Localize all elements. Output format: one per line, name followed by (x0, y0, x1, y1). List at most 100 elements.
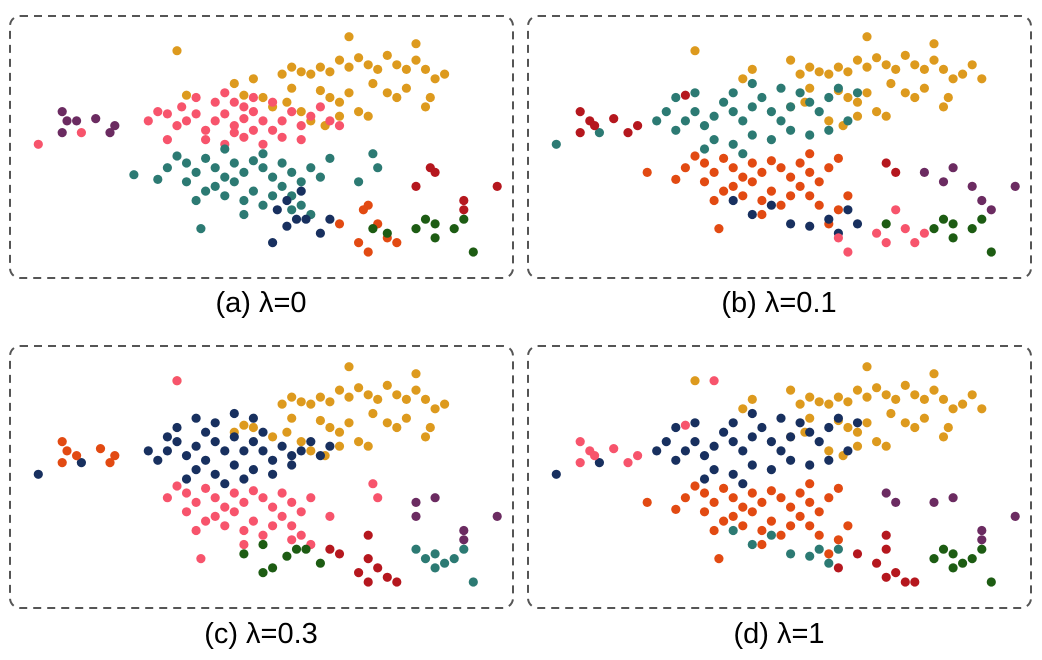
panel-b-frame (527, 15, 1032, 279)
panel-c: (c) λ=0.3 (9, 345, 514, 650)
point-c-purple-2 (430, 493, 440, 503)
point-b-red-0 (575, 107, 585, 117)
point-a-teal-20 (220, 191, 230, 201)
point-c-coral-14 (287, 497, 297, 507)
point-d-navy-25 (766, 465, 777, 475)
panel-d-caption: (d) λ=1 (733, 618, 824, 650)
point-d-green-7 (958, 558, 968, 568)
point-d-navy-20 (824, 422, 834, 433)
point-c-navy-28 (172, 422, 182, 433)
point-c-gold-26 (315, 415, 325, 426)
point-d-gold-40 (943, 422, 953, 433)
point-b-red-8 (881, 158, 891, 168)
point-c-teal-1 (420, 554, 431, 564)
point-d-gold-16 (910, 390, 920, 400)
point-a-navy-0 (268, 238, 278, 248)
point-a-coral-19 (315, 102, 325, 112)
point-d-gold-17 (919, 394, 930, 404)
point-b-orange-19 (738, 191, 748, 201)
point-c-gold-23 (382, 418, 392, 428)
point-c-gold-40 (296, 437, 306, 447)
point-b-red-5 (623, 128, 633, 138)
point-c-gold-37 (363, 441, 373, 451)
point-c-gold-6 (315, 392, 325, 402)
point-c-coral-2 (172, 481, 182, 491)
point-a-gold-8 (325, 67, 335, 77)
point-b-purple-1 (938, 177, 949, 187)
point-b-orange-4 (699, 158, 710, 168)
point-d-green-6 (986, 577, 996, 587)
point-c-green-7 (258, 568, 268, 578)
point-d-orange-30 (699, 507, 710, 517)
point-b-orange-3 (690, 151, 700, 161)
point-c-gold-36 (354, 437, 364, 447)
point-b-purple-5 (1010, 181, 1020, 191)
point-c-teal-0 (411, 544, 421, 554)
point-a-teal-22 (239, 195, 249, 206)
point-c-navy-34 (220, 479, 230, 489)
point-d-navy-37 (852, 418, 863, 428)
point-c-gold-7 (325, 397, 335, 407)
panel-a-caption: (a) λ=0 (215, 287, 306, 319)
point-b-gold-0 (690, 46, 700, 56)
point-d-orange-28 (709, 525, 719, 536)
point-d-navy-35 (699, 474, 710, 484)
point-b-green-4 (948, 233, 958, 243)
point-b-gold-13 (881, 60, 891, 70)
point-d-orange-36 (805, 479, 815, 489)
point-b-gold-16 (910, 60, 920, 70)
point-b-teal-33 (747, 78, 757, 89)
point-d-navy-22 (709, 465, 719, 475)
point-a-navy-6 (282, 195, 292, 206)
point-b-gold-5 (805, 62, 815, 72)
point-c-teal-3 (430, 563, 440, 573)
point-a-teal-4 (181, 158, 192, 168)
point-b-red-4 (609, 114, 619, 124)
point-b-gold-18 (929, 55, 939, 65)
point-d-gold-12 (872, 383, 882, 393)
point-b-teal-3 (661, 107, 671, 117)
point-a-gold-22 (411, 39, 421, 49)
point-b-orange-17 (824, 163, 834, 173)
point-a-coral-3 (162, 109, 172, 119)
point-d-red-0 (833, 563, 844, 573)
point-c-orange-0 (57, 437, 67, 447)
point-b-gold-14 (891, 64, 901, 74)
point-b-purple-2 (948, 163, 958, 173)
point-d-orange-33 (824, 549, 834, 559)
point-d-navy-21 (833, 413, 844, 423)
point-b-gold-8 (833, 62, 844, 72)
point-d-navy-7 (699, 451, 710, 461)
point-a-gold-39 (363, 111, 373, 121)
point-c-orange-3 (72, 451, 82, 461)
point-a-green-2 (411, 224, 421, 234)
point-a-gold-5 (296, 67, 306, 77)
point-b-green-2 (938, 214, 949, 224)
point-c-navy-26 (268, 469, 278, 479)
point-c-coral-31 (239, 539, 249, 550)
point-b-gold-22 (862, 32, 872, 42)
point-a-coral-22 (191, 92, 201, 103)
point-c-navy-27 (287, 460, 297, 470)
point-c-green-1 (258, 539, 268, 550)
point-a-coral-8 (210, 116, 220, 126)
point-d-navy-5 (680, 446, 691, 456)
point-a-gold-1 (181, 90, 192, 100)
point-b-purple-4 (977, 195, 987, 206)
point-a-coral-12 (248, 107, 258, 117)
point-b-orange-14 (795, 158, 805, 168)
point-d-orange-31 (714, 554, 724, 564)
point-d-navy-12 (747, 432, 757, 442)
point-b-red-6 (633, 121, 643, 131)
point-b-teal-14 (766, 107, 777, 117)
point-d-green-5 (977, 544, 987, 554)
point-d-gold-21 (958, 399, 968, 409)
point-b-teal-5 (680, 116, 691, 126)
point-c-navy-4 (162, 446, 172, 456)
point-c-coral-13 (277, 488, 287, 498)
point-b-teal-18 (805, 97, 815, 107)
point-c-gold-14 (392, 390, 402, 400)
point-c-navy-11 (229, 432, 239, 442)
point-c-gold-35 (334, 441, 345, 451)
point-d-teal-5 (814, 544, 824, 554)
